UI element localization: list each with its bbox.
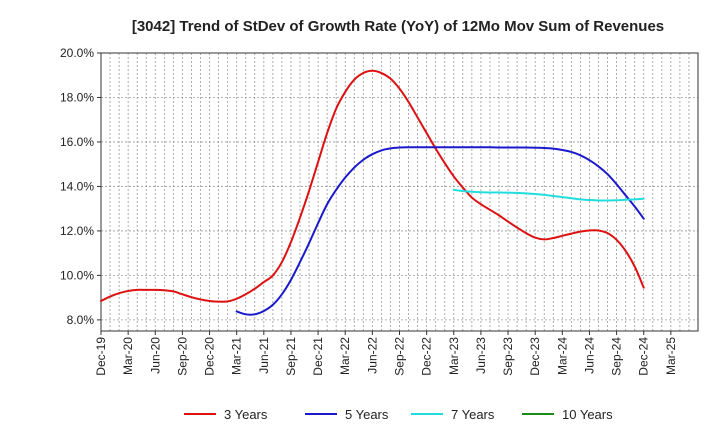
y-tick-label: 12.0% xyxy=(60,224,94,238)
legend-label: 3 Years xyxy=(224,407,268,422)
legend-label: 7 Years xyxy=(451,407,495,422)
x-tick-label: Mar-21 xyxy=(230,337,244,375)
y-tick-label: 18.0% xyxy=(60,90,94,104)
y-tick-label: 10.0% xyxy=(60,268,94,282)
chart-title: [3042] Trend of StDev of Growth Rate (Yo… xyxy=(132,18,664,35)
series-line-3-years xyxy=(100,69,645,303)
series-lines xyxy=(100,69,645,316)
legend-label: 10 Years xyxy=(562,407,613,422)
legend: 3 Years 5 Years 7 Years 10 Years xyxy=(184,407,613,422)
x-tick-label: Dec-19 xyxy=(94,337,108,376)
y-tick-label: 14.0% xyxy=(60,179,94,193)
plot-area xyxy=(101,53,698,331)
y-tick-label: 8.0% xyxy=(67,313,95,327)
x-tick-label: Mar-20 xyxy=(121,337,135,375)
y-tick-label: 16.0% xyxy=(60,135,94,149)
x-tick-label: Sep-23 xyxy=(501,337,515,376)
x-tick-label: Dec-21 xyxy=(311,337,325,376)
x-tick-label: Dec-24 xyxy=(637,337,651,376)
x-tick-label: Mar-23 xyxy=(447,337,461,375)
axes: 8.0% 10.0% 12.0% 14.0% 16.0% 18.0% 20.0% Dec-19… xyxy=(60,46,699,376)
x-tick-label: Mar-25 xyxy=(664,337,678,375)
series-line-7-years xyxy=(452,188,645,202)
x-tick-label: Sep-22 xyxy=(393,337,407,376)
x-tick-label: Sep-20 xyxy=(175,337,189,376)
x-tick-label: Sep-24 xyxy=(610,337,624,376)
x-tick-label: Dec-20 xyxy=(203,337,217,376)
series-line-5-years xyxy=(235,146,645,316)
x-tick-label: Jun-21 xyxy=(257,337,271,374)
x-tick-label: Dec-23 xyxy=(528,337,542,376)
legend-label: 5 Years xyxy=(345,407,389,422)
x-tick-label: Jun-23 xyxy=(474,337,488,374)
x-tick-label: Mar-24 xyxy=(555,337,569,375)
y-tick-label: 20.0% xyxy=(60,46,94,60)
x-tick-label: Dec-22 xyxy=(420,337,434,376)
x-tick-label: Mar-22 xyxy=(338,337,352,375)
x-tick-label: Jun-22 xyxy=(365,337,379,374)
x-tick-label: Jun-24 xyxy=(582,337,596,374)
x-tick-label: Jun-20 xyxy=(148,337,162,374)
x-tick-label: Sep-21 xyxy=(284,337,298,376)
